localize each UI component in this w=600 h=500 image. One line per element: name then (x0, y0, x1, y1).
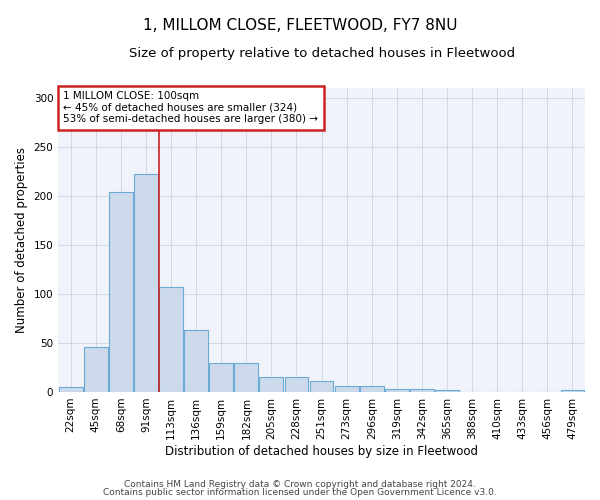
Bar (184, 330, 208, 392)
Bar (209, 362, 233, 392)
Y-axis label: Number of detached properties: Number of detached properties (15, 147, 28, 333)
Bar (385, 389, 409, 392)
Bar (310, 381, 334, 392)
Bar (284, 378, 308, 392)
Bar (435, 390, 459, 392)
Bar (159, 287, 183, 392)
Bar (109, 192, 133, 392)
Bar (335, 386, 359, 392)
Bar (360, 386, 383, 392)
X-axis label: Distribution of detached houses by size in Fleetwood: Distribution of detached houses by size … (165, 444, 478, 458)
Bar (59, 387, 83, 392)
Text: Contains public sector information licensed under the Open Government Licence v3: Contains public sector information licen… (103, 488, 497, 497)
Bar (410, 389, 434, 392)
Text: 1, MILLOM CLOSE, FLEETWOOD, FY7 8NU: 1, MILLOM CLOSE, FLEETWOOD, FY7 8NU (143, 18, 457, 32)
Bar (134, 174, 158, 392)
Text: 1 MILLOM CLOSE: 100sqm
← 45% of detached houses are smaller (324)
53% of semi-de: 1 MILLOM CLOSE: 100sqm ← 45% of detached… (64, 91, 319, 124)
Bar (235, 362, 258, 392)
Bar (84, 347, 108, 392)
Text: Contains HM Land Registry data © Crown copyright and database right 2024.: Contains HM Land Registry data © Crown c… (124, 480, 476, 489)
Bar (560, 390, 584, 392)
Bar (259, 378, 283, 392)
Title: Size of property relative to detached houses in Fleetwood: Size of property relative to detached ho… (128, 48, 515, 60)
